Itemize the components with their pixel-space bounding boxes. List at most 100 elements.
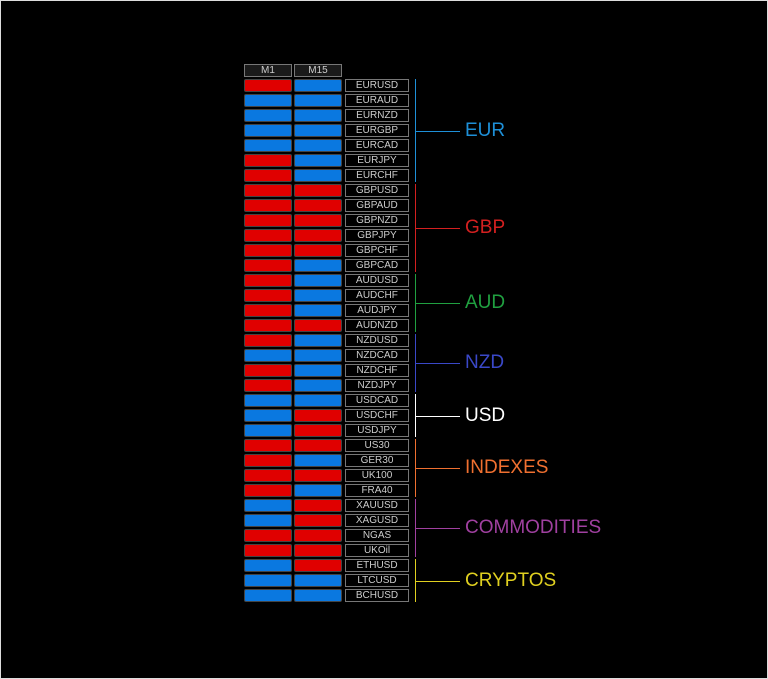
signal-cell [244,184,292,197]
signal-cell [294,379,342,392]
signal-cell [294,574,342,587]
signal-cell [244,559,292,572]
group-connector [415,303,460,304]
signal-cell [244,334,292,347]
signal-cell [294,469,342,482]
signal-cell [294,79,342,92]
signal-cell [244,589,292,602]
signal-cell [244,454,292,467]
group-label: USD [465,404,506,426]
symbol-label: AUDUSD [345,274,409,287]
group-connector [415,363,460,364]
symbol-label: GBPJPY [345,229,409,242]
signal-cell [244,499,292,512]
signal-cell [294,259,342,272]
signal-cell [244,484,292,497]
symbol-label: AUDNZD [345,319,409,332]
signal-cell [294,559,342,572]
signal-cell [244,364,292,377]
symbol-label: AUDJPY [345,304,409,317]
symbol-label: GBPAUD [345,199,409,212]
signal-cell [244,574,292,587]
symbol-label: LTCUSD [345,574,409,587]
signal-cell [294,454,342,467]
signal-cell [244,109,292,122]
signal-cell [294,544,342,557]
signal-cell [244,229,292,242]
signal-cell [294,139,342,152]
group-label: INDEXES [465,457,549,478]
signal-cell [244,124,292,137]
signal-cell [244,394,292,407]
group-label: COMMODITIES [465,517,602,538]
symbol-label: USDCHF [345,409,409,422]
signal-cell [244,319,292,332]
signal-cell [294,319,342,332]
group-label: EUR [465,119,506,141]
signal-cell [244,139,292,152]
signal-cell [244,469,292,482]
signal-cell [244,544,292,557]
signal-cell [294,529,342,542]
symbol-label: FRA40 [345,484,409,497]
symbol-label: EURCAD [345,139,409,152]
signal-cell [294,589,342,602]
signal-cell [294,334,342,347]
group-connector [415,580,460,582]
signal-cell [294,274,342,287]
symbol-label: EURCHF [345,169,409,182]
signal-cell [244,289,292,302]
column-header: M1 [244,64,292,77]
signal-cell [244,94,292,107]
symbol-label: NZDCHF [345,364,409,377]
symbol-label: BCHUSD [345,589,409,602]
group-label: AUD [465,292,506,313]
signal-cell [294,424,342,437]
signal-cell [244,304,292,317]
symbol-label: NGAS [345,529,409,542]
signal-cell [294,199,342,212]
symbol-label: USDJPY [345,424,409,437]
column-header: M15 [294,64,342,77]
signal-cell [244,79,292,92]
signal-cell [244,244,292,257]
symbol-label: AUDCHF [345,289,409,302]
symbol-label: EURNZD [345,109,409,122]
group-connector [415,228,460,229]
symbol-label: EURAUD [345,94,409,107]
symbol-label: GBPUSD [345,184,409,197]
symbol-label: EURGBP [345,124,409,137]
signal-cell [294,94,342,107]
symbol-label: USDCAD [345,394,409,407]
signal-cell [294,214,342,227]
signal-cell [244,169,292,182]
signal-cell [244,409,292,422]
signal-cell [294,514,342,527]
symbol-label: GBPCHF [345,244,409,257]
symbol-label: UKOil [345,544,409,557]
group-connector [415,468,460,469]
signal-cell [294,109,342,122]
group-label: CRYPTOS [465,569,557,591]
symbol-label: GBPCAD [345,259,409,272]
signal-cell [244,154,292,167]
signal-cell [294,169,342,182]
symbol-label: NZDJPY [345,379,409,392]
signal-cell [294,409,342,422]
symbol-label: NZDUSD [345,334,409,347]
signal-cell [294,244,342,257]
signal-cell [294,439,342,452]
symbol-label: GBPNZD [345,214,409,227]
signal-cell [244,349,292,362]
symbol-label: GER30 [345,454,409,467]
signal-cell [294,304,342,317]
group-connector [415,528,460,529]
signal-cell [294,499,342,512]
signal-cell [294,289,342,302]
group-label: GBP [465,217,506,238]
signal-cell [294,184,342,197]
signal-cell [244,424,292,437]
signal-cell [294,484,342,497]
signal-cell [294,154,342,167]
